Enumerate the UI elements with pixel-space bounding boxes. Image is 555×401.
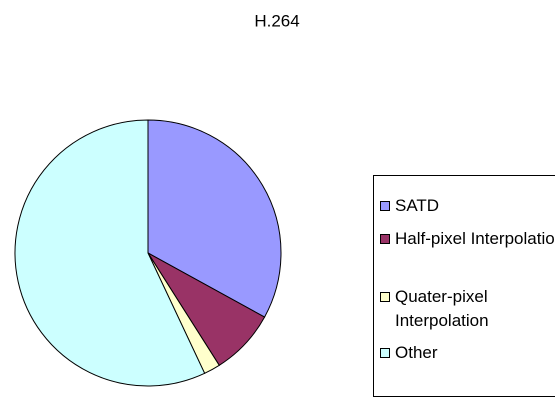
legend: SATD Half-pixel Interpolation Quater-pixel…: [373, 175, 555, 397]
legend-label: Other: [395, 343, 438, 362]
legend-swatch: [380, 348, 390, 358]
legend-label: Half-pixel Interpolation: [395, 229, 555, 248]
legend-label: SATD: [395, 196, 440, 215]
legend-label: Quater-pixel Interpolation: [395, 287, 489, 330]
legend-swatch: [380, 201, 390, 211]
legend-item: Quater-pixel Interpolation: [380, 285, 555, 333]
legend-item: SATD: [380, 194, 555, 218]
legend-item: Half-pixel Interpolation: [380, 227, 555, 251]
pie-slice: [147, 119, 282, 318]
legend-swatch: [380, 234, 390, 244]
pie-slice: [14, 119, 206, 387]
legend-swatch: [380, 292, 390, 302]
legend-item: Other: [380, 341, 555, 365]
chart-title: H.264: [254, 11, 299, 30]
